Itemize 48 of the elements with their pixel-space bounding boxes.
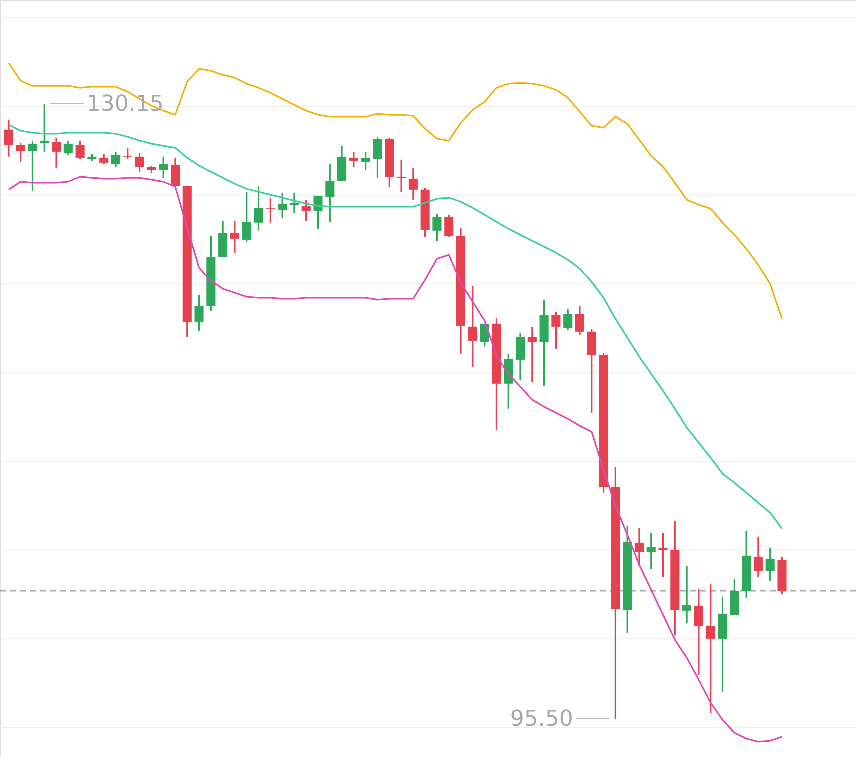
candlestick (528, 326, 537, 383)
candlestick (135, 152, 144, 173)
candlestick (254, 185, 264, 232)
candlestick (40, 103, 50, 153)
annotation: 95.50 (510, 707, 574, 732)
candlestick (100, 153, 109, 165)
candlestick (408, 167, 418, 201)
candlestick (432, 213, 442, 242)
candlestick (373, 136, 382, 179)
candlestick (111, 151, 121, 168)
candlestick (278, 192, 288, 219)
candlestick (218, 220, 228, 258)
candlestick (730, 578, 740, 616)
candlestick (326, 163, 335, 223)
candlestick (694, 588, 704, 676)
candlestick (634, 527, 644, 567)
candlestick (290, 192, 299, 214)
candlestick (4, 119, 14, 158)
candlestick (314, 195, 323, 230)
candlestick (159, 156, 168, 179)
candlestick (230, 220, 240, 254)
candlestick (766, 547, 775, 582)
candlestick (468, 285, 478, 368)
candlestick (52, 137, 62, 169)
candlestick (706, 583, 716, 714)
candlestick (76, 140, 85, 160)
candlestick (123, 147, 132, 160)
candlestick (754, 536, 763, 578)
candlestick (28, 140, 38, 192)
candlestick (646, 532, 656, 570)
candlestick (242, 191, 252, 243)
candlestick (170, 157, 180, 187)
candlestick (564, 308, 573, 331)
candlestick (266, 197, 276, 224)
candlestick (516, 332, 526, 381)
candlestick (194, 294, 204, 332)
candlestick (64, 140, 73, 156)
candlestick (361, 151, 370, 171)
candlestick (302, 199, 311, 222)
candlestick (587, 328, 596, 414)
candlestick (397, 159, 406, 193)
candlestick (658, 532, 668, 578)
candlestick (349, 151, 358, 168)
candlestick (682, 565, 692, 624)
candlestick (575, 305, 585, 336)
candlestick (444, 214, 454, 238)
candlestick (552, 311, 561, 350)
candlestick (16, 142, 26, 163)
